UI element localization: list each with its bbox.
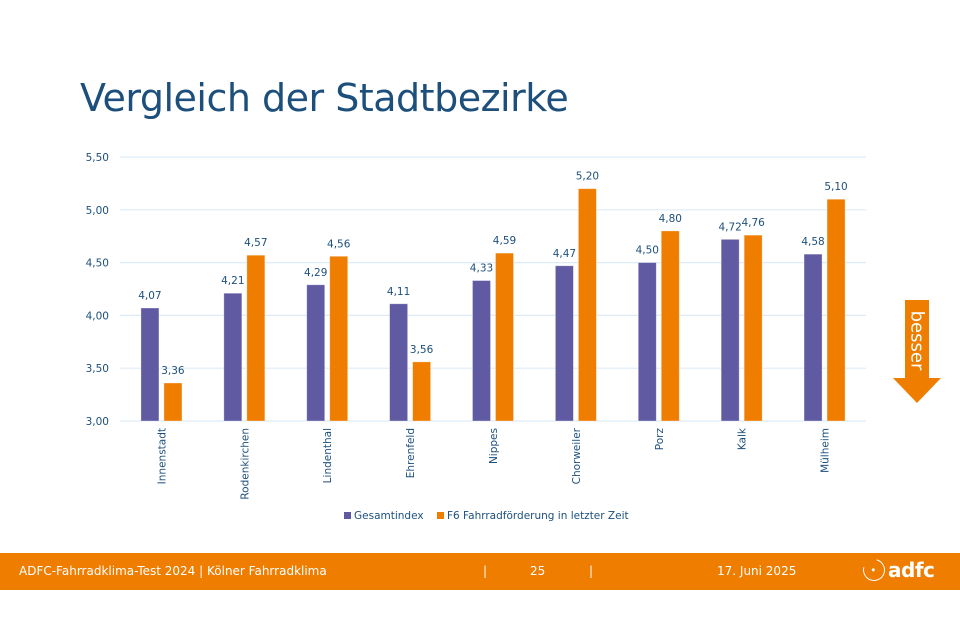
x-tick-label: Nippes <box>488 428 500 464</box>
data-label: 4,57 <box>244 237 267 249</box>
legend-label: F6 Fahrradförderung in letzter Zeit <box>447 510 629 522</box>
y-tick-label: 4,00 <box>86 310 109 322</box>
better-indicator-label: besser <box>906 310 928 370</box>
y-tick-label: 5,50 <box>86 152 109 164</box>
data-label: 4,80 <box>659 213 682 225</box>
bar-gesamtindex <box>223 292 243 422</box>
gridlines <box>120 156 866 422</box>
data-label: 4,47 <box>553 248 576 260</box>
data-label: 4,50 <box>636 245 659 257</box>
data-label: 4,56 <box>327 238 351 250</box>
footer-title: ADFC-Fahrradklima-Test 2024 | Kölner Fah… <box>19 564 327 578</box>
bar-gesamtindex <box>472 280 491 422</box>
x-tick-label: Ehrenfeld <box>405 428 417 478</box>
bar-gesamtindex <box>140 307 160 422</box>
bar-f6 <box>329 255 349 422</box>
data-label: 4,76 <box>741 217 765 229</box>
bar-f6 <box>826 198 846 422</box>
footer-separator: | <box>589 564 594 578</box>
bar-gesamtindex <box>637 262 657 422</box>
logo-text: adfc <box>888 558 935 582</box>
y-tick-label: 4,50 <box>86 258 109 270</box>
legend-label: Gesamtindex <box>354 510 424 522</box>
bar-gesamtindex <box>306 284 326 422</box>
adfc-logo: adfc <box>858 554 935 586</box>
data-label: 4,29 <box>304 267 327 279</box>
x-tick-label: Kalk <box>737 427 749 450</box>
footer-date: 17. Juni 2025 <box>717 564 797 578</box>
x-tick-label: Chorweiler <box>571 427 583 484</box>
x-tick-label: Porz <box>654 428 666 451</box>
slide-title: Vergleich der Stadtbezirke <box>80 76 569 120</box>
data-label: 4,72 <box>718 221 741 233</box>
bar-f6 <box>495 252 514 422</box>
bars <box>140 188 846 422</box>
legend-swatch <box>437 512 444 519</box>
y-tick-label: 3,00 <box>86 416 109 428</box>
data-label: 4,07 <box>138 290 161 302</box>
y-tick-label: 5,00 <box>86 205 109 217</box>
x-tick-label: Lindenthal <box>322 428 334 483</box>
data-label: 3,36 <box>161 365 185 377</box>
page-number: 25 <box>530 564 546 578</box>
x-axis-ticks: Innenstadt Rodenkirchen Lindenthal Ehrenfel… <box>156 427 831 500</box>
x-tick-label: Innenstadt <box>156 428 168 484</box>
logo-ring-icon <box>858 554 890 586</box>
footer-bar: ADFC-Fahrradklima-Test 2024 | Kölner Fah… <box>0 553 960 590</box>
legend: Gesamtindex F6 Fahrradförderung in letzte… <box>344 510 629 522</box>
data-label: 4,58 <box>801 236 824 248</box>
bar-gesamtindex <box>720 238 740 422</box>
bar-gesamtindex <box>389 303 409 422</box>
arrow-down-icon <box>893 300 941 403</box>
bar-f6 <box>246 254 266 422</box>
data-label: 4,59 <box>493 235 516 247</box>
data-label: 5,10 <box>824 181 847 193</box>
bar-f6 <box>577 188 597 422</box>
bar-chart: 3,00 3,50 4,00 4,50 5,00 5,50 4,07 3,36 4,21 4,5… <box>86 152 866 522</box>
legend-swatch <box>344 512 351 519</box>
data-label: 4,33 <box>470 263 493 275</box>
data-labels: 4,07 3,36 4,21 4,57 4,29 4,56 4,11 3,56 4,33 4,59… <box>138 171 848 377</box>
bar-f6 <box>412 361 432 422</box>
y-tick-label: 3,50 <box>86 363 109 375</box>
better-indicator-label-wrap: besser <box>904 302 930 378</box>
bar-f6 <box>660 230 680 422</box>
data-label: 4,11 <box>387 286 410 298</box>
bar-f6 <box>163 382 183 422</box>
bar-gesamtindex <box>554 265 574 422</box>
bar-gesamtindex <box>803 253 823 422</box>
footer-separator: | <box>483 564 488 578</box>
data-label: 5,20 <box>576 171 599 183</box>
bar-f6 <box>743 234 763 422</box>
y-axis-ticks: 3,00 3,50 4,00 4,50 5,00 5,50 <box>86 152 109 428</box>
x-tick-label: Rodenkirchen <box>239 428 251 500</box>
x-tick-label: Mülheim <box>820 428 832 473</box>
data-label: 3,56 <box>410 344 434 356</box>
data-label: 4,21 <box>221 275 244 287</box>
